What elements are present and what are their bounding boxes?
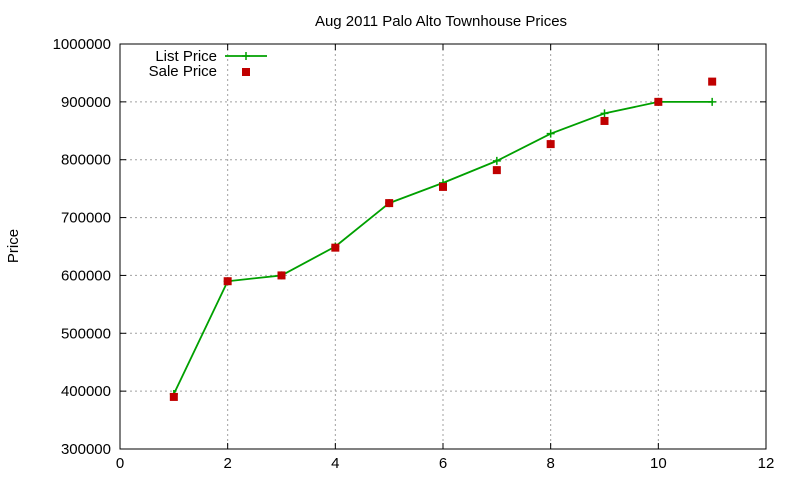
axis-ticks: 0 2 4 6 8 10 12 300000 400000 500000 600000 700000 8… [53,36,775,472]
x-tick-label: 6 [439,455,447,472]
data-point [223,277,232,286]
grid-lines [120,44,766,449]
data-point [385,199,394,208]
y-tick-label: 900000 [61,94,111,111]
data-point [492,166,501,175]
series-list-price [169,97,717,399]
y-tick-label: 1000000 [53,36,111,53]
data-point [546,140,555,149]
x-tick-label: 8 [546,455,554,472]
legend-label-sale-price: Sale Price [149,63,217,80]
plot-frame [119,43,767,450]
legend-swatch-marker [242,52,250,60]
y-axis-label: Price [5,229,22,263]
x-tick-label: 12 [758,455,775,472]
legend-swatch-marker [242,68,250,76]
data-point [654,97,663,106]
x-tick-label: 0 [116,455,124,472]
chart-title: Aug 2011 Palo Alto Townhouse Prices [315,13,567,30]
data-point [439,182,447,191]
data-point [708,97,717,106]
legend-label-list-price: List Price [155,48,217,65]
y-tick-label: 400000 [61,383,111,400]
data-point [600,109,609,118]
x-tick-label: 10 [650,455,667,472]
data-point [277,271,286,280]
series-layer [169,77,717,401]
data-point [169,392,178,401]
data-point [600,116,609,125]
y-tick-label: 800000 [61,152,111,169]
legend: List Price Sale Price [149,48,267,80]
y-tick-label: 600000 [61,267,111,284]
y-tick-label: 700000 [61,210,111,227]
series-sale-price [169,77,717,401]
x-tick-label: 4 [331,455,339,472]
y-tick-label: 300000 [61,441,111,458]
data-point [546,129,555,138]
data-point [708,77,717,86]
data-point [492,156,501,165]
x-tick-label: 2 [223,455,231,472]
y-tick-label: 500000 [61,325,111,342]
data-point [331,243,340,252]
